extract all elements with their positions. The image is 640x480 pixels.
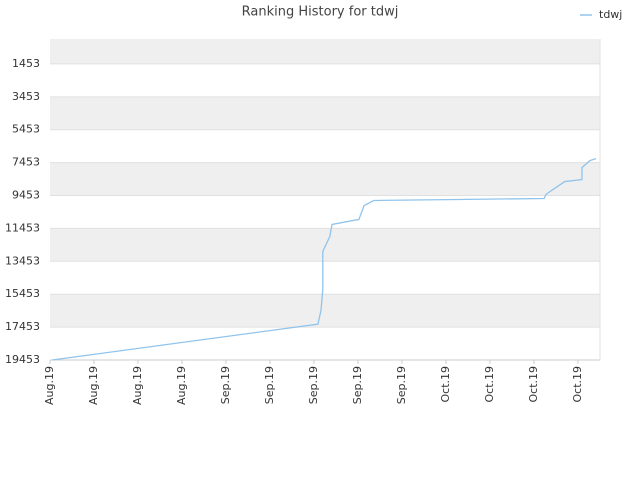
grid-band	[50, 39, 600, 64]
y-tick-label: 5453	[12, 123, 40, 136]
chart-title: Ranking History for tdwj	[242, 5, 399, 20]
y-tick-label: 19453	[5, 353, 40, 366]
y-tick-label: 15453	[5, 287, 40, 300]
grid-band	[50, 129, 600, 163]
grid-band	[50, 195, 600, 229]
y-tick-label: 11453	[5, 221, 40, 234]
y-tick-label: 1453	[12, 57, 40, 70]
x-tick-label: Sep.19	[307, 366, 320, 404]
x-tick-label: Aug.19	[87, 366, 100, 405]
grid-band	[50, 96, 600, 130]
grid-band	[50, 327, 600, 360]
y-tick-label: 9453	[12, 189, 40, 202]
y-tick-label: 7453	[12, 156, 40, 169]
grid-band	[50, 162, 600, 196]
grid-band	[50, 261, 600, 295]
y-tick-label: 17453	[5, 320, 40, 333]
x-tick-label: Sep.19	[219, 366, 232, 404]
x-tick-label: Oct.19	[483, 366, 496, 403]
x-tick-label: Sep.19	[263, 366, 276, 404]
x-tick-label: Oct.19	[571, 366, 584, 403]
x-tick-label: Sep.19	[351, 366, 364, 404]
x-tick-label: Oct.19	[527, 366, 540, 403]
grid-band	[50, 228, 600, 262]
data-line	[52, 158, 597, 361]
x-tick-label: Aug.19	[175, 366, 188, 405]
legend-label: tdwj	[599, 8, 622, 21]
x-tick-label: Sep.19	[395, 366, 408, 404]
y-tick-label: 3453	[12, 90, 40, 103]
x-tick-label: Oct.19	[439, 366, 452, 403]
x-tick-label: Aug.19	[43, 366, 56, 405]
y-tick-label: 13453	[5, 254, 40, 267]
grid-band	[50, 294, 600, 328]
grid-band	[50, 63, 600, 97]
x-tick-label: Aug.19	[131, 366, 144, 405]
